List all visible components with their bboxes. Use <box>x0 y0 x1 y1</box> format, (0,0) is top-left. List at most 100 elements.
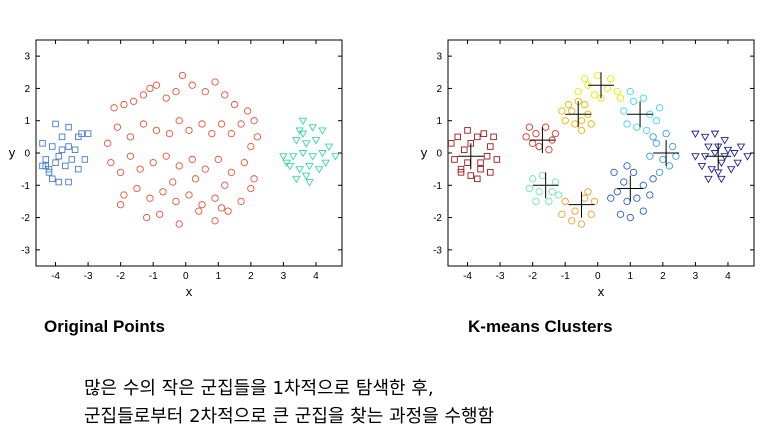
chart0-point-triangle <box>288 153 298 161</box>
description-line-1: 많은 수의 작은 군집들을 1차적으로 탐색한 후, <box>84 378 434 399</box>
chart0-point-circle <box>243 107 252 115</box>
chart1-point-circle <box>655 168 664 177</box>
chart1-point-circle <box>581 100 589 109</box>
original-points-chart: -4 -3 -2 -1 0 1 2 3 4 -3 -2 -1 0 1 2 3 x y <box>9 39 343 299</box>
chart1-point-circle <box>528 139 537 147</box>
chart0-point-circle <box>230 100 239 109</box>
chart0-point-triangle <box>295 166 304 174</box>
chart0-point-square <box>75 165 82 173</box>
chart0-point-triangle <box>314 166 324 174</box>
description-line-2: 군집들로부터 2차적으로 큰 군집을 찾는 과정을 수행함 <box>84 406 495 427</box>
chart1-point-circle <box>590 197 599 206</box>
chart1-point-circle <box>532 129 540 138</box>
chart0-point-circle <box>250 117 258 125</box>
chart0-point-circle <box>169 178 177 186</box>
chart1-point-circle <box>577 117 586 125</box>
chart1-point-circle <box>525 184 534 193</box>
chart0-point-circle <box>120 100 128 109</box>
chart0-point-circle <box>217 204 226 212</box>
chart0-point-triangle <box>298 130 308 139</box>
chart0-point-circle <box>237 120 245 128</box>
chart0-point-circle <box>221 181 229 189</box>
chart0-point-circle <box>240 159 248 167</box>
chart0-point-square <box>49 175 56 183</box>
chart0-point-square <box>71 146 79 154</box>
chart0-point-circle <box>191 175 200 183</box>
chart1-point-circle <box>558 210 566 218</box>
chart1-point-triangle <box>691 153 700 161</box>
chart0-point-square <box>84 130 92 137</box>
chart0-y-tick-label: 1 <box>24 116 30 127</box>
chart0-point-circle <box>152 81 161 89</box>
chart0-point-triangle <box>321 159 331 168</box>
chart1-point-triangle <box>720 137 729 145</box>
chart1-point-circle <box>607 194 615 202</box>
chart1-y-tick-label: 1 <box>436 116 442 127</box>
chart1-point-square <box>461 146 468 154</box>
chart0-x-tick-label: -2 <box>116 271 125 282</box>
chart1-point-circle <box>633 123 641 131</box>
chart1-point-circle <box>603 84 612 93</box>
chart1-point-circle <box>629 168 638 177</box>
chart0-x-tick-label: 0 <box>183 271 189 282</box>
chart0-point-circle <box>227 129 235 138</box>
chart1-y-tick-label: -2 <box>433 213 442 224</box>
chart0-y-axis-label: y <box>9 145 16 160</box>
chart1-point-triangle <box>736 143 746 151</box>
chart1-point-circle <box>561 197 569 206</box>
chart1-point-circle <box>528 175 537 183</box>
chart0-point-circle <box>185 191 193 199</box>
chart1-point-square <box>448 140 455 147</box>
chart0-point-square <box>39 162 46 170</box>
chart1-point-circle <box>545 197 553 206</box>
chart0-point-triangle <box>308 124 317 132</box>
chart0-point-circle <box>185 126 193 135</box>
chart1-point-circle <box>613 188 621 196</box>
chart1-x-axis-label: x <box>598 284 605 299</box>
chart1-point-circle <box>665 162 674 170</box>
chart0-point-square <box>81 156 89 163</box>
chart1-point-circle <box>590 91 599 99</box>
chart0-y-tick-label: 3 <box>24 52 30 63</box>
chart0-point-circle <box>162 152 170 160</box>
chart0-point-circle <box>139 120 148 128</box>
chart0-y-tick-label: -3 <box>21 245 30 256</box>
chart0-point-square <box>65 123 72 131</box>
chart1-point-circle <box>649 175 657 183</box>
chart1-x-tick-label: 0 <box>595 271 601 282</box>
chart1-point-square <box>487 169 494 176</box>
chart0-point-square <box>65 178 72 186</box>
chart0-point-circle <box>172 88 180 96</box>
chart1-point-circle <box>607 75 615 83</box>
chart1-point-triangle <box>730 150 739 158</box>
chart1-point-circle <box>568 107 576 115</box>
chart0-point-circle <box>103 139 112 147</box>
chart1-point-square <box>490 133 497 141</box>
chart0-point-triangle <box>311 137 321 145</box>
chart1-point-triangle <box>710 130 720 139</box>
chart1-point-circle <box>620 178 628 186</box>
chart0-point-circle <box>126 133 135 141</box>
chart1-point-circle <box>652 139 660 147</box>
chart1-y-tick-label: -3 <box>433 245 442 256</box>
chart0-point-circle <box>172 197 180 206</box>
chart1-point-triangle <box>707 166 716 174</box>
chart1-point-circle <box>639 207 647 215</box>
chart0-point-triangle <box>282 159 291 168</box>
chart0-x-tick-label: -4 <box>51 271 60 282</box>
chart1-point-circle <box>564 100 573 109</box>
chart1-point-circle <box>525 123 534 131</box>
chart0-point-circle <box>152 126 161 135</box>
chart0-point-square <box>49 143 56 150</box>
chart1-point-circle <box>542 123 550 131</box>
chart0-point-circle <box>146 194 154 202</box>
chart0-point-circle <box>126 152 135 160</box>
chart1-point-square <box>483 152 491 160</box>
chart0-x-tick-label: -3 <box>84 271 93 282</box>
chart1-point-triangle <box>733 159 743 168</box>
chart1-x-tick-label: -1 <box>561 271 570 282</box>
chart0-point-circle <box>227 168 235 177</box>
chart0-point-circle <box>175 220 183 228</box>
chart1-point-square <box>474 133 481 141</box>
chart0-point-circle <box>116 168 125 177</box>
